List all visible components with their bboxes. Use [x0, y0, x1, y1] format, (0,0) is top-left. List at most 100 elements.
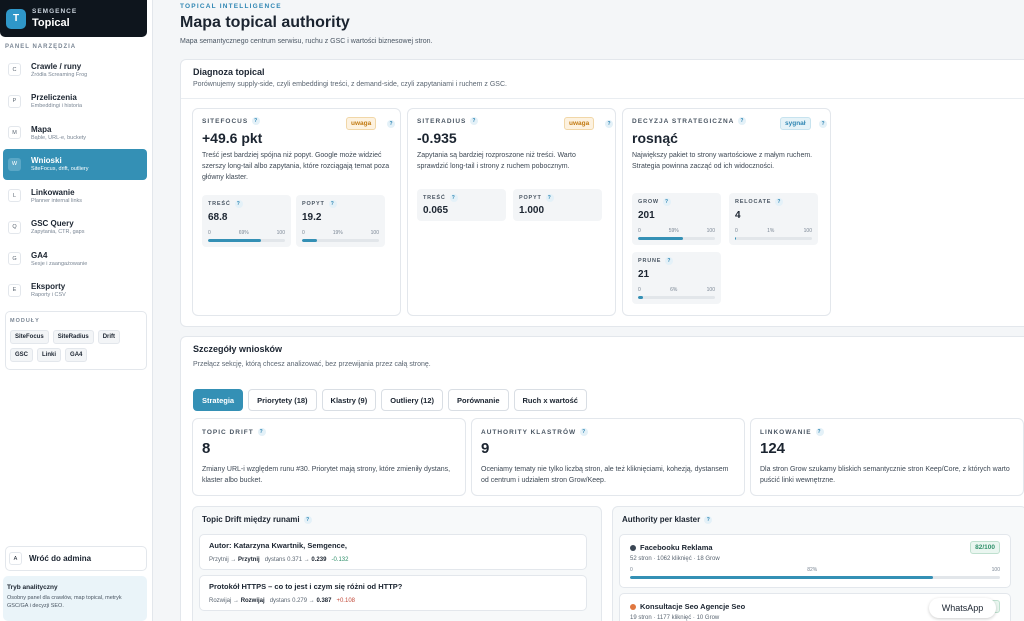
drift-row-meta: Rozwijaj → Rozwijaj dystans 0.279 → 0.38… — [209, 598, 355, 604]
progress-bar — [302, 239, 379, 242]
card-desc: Dla stron Grow szukamy bliskich semantyc… — [760, 466, 1010, 485]
drift-row[interactable]: Autor: Katarzyna Kwartnik, Semgence, Prz… — [199, 534, 587, 570]
sub-label: TREŚĆ? — [208, 200, 243, 208]
sidebar-item-desc: Zapytania, CTR, gaps — [31, 229, 85, 236]
sub-value: 1.000 — [519, 205, 545, 216]
tab-priorytety[interactable]: Priorytety (18) — [248, 389, 317, 411]
help-icon[interactable]: ? — [545, 194, 554, 202]
help-icon[interactable]: ? — [665, 257, 674, 265]
progress-fill — [302, 239, 317, 242]
help-icon[interactable]: ? — [470, 117, 479, 125]
modules-label: MODUŁY — [10, 318, 40, 324]
bar-scale: 0 19% 100 — [302, 230, 379, 236]
module-chip-linki[interactable]: Linki — [37, 348, 62, 362]
sub-metric-tresc: TREŚĆ? 68.8 0 69% 100 — [202, 195, 291, 247]
progress-fill — [638, 296, 643, 299]
modules-box: MODUŁY SiteFocus SiteRadius Drift GSC Li… — [5, 311, 147, 370]
help-icon[interactable]: ? — [605, 120, 613, 128]
eksporty-icon: E — [8, 283, 21, 297]
sub-label: POPYT? — [302, 200, 337, 208]
module-chip-drift[interactable]: Drift — [97, 330, 121, 344]
module-chip-ga4[interactable]: GA4 — [65, 348, 88, 362]
sidebar-item-przeliczenia[interactable]: P Przeliczenia Embeddingi i historia — [3, 86, 147, 118]
tab-strategia[interactable]: Strategia — [193, 389, 244, 411]
bar-scale: 0 82% 100 — [630, 567, 1000, 573]
card-label: AUTHORITY KLASTRÓW? — [481, 428, 589, 436]
sub-metric-popyt: POPYT? 19.2 0 19% 100 — [296, 195, 385, 247]
distance-to: 0.239 — [311, 557, 327, 563]
help-icon[interactable]: ? — [234, 200, 243, 208]
sub-value: 68.8 — [208, 212, 228, 223]
sidebar-item-linkowanie[interactable]: L Linkowanie Planner internal links — [3, 180, 147, 212]
scale-max: 100 — [370, 230, 379, 236]
drift-row-meta: Przyt­nij → Przytnij dystans 0.371 → 0.2… — [209, 557, 349, 563]
sub-metric-popyt: POPYT? 1.000 — [513, 189, 602, 221]
help-icon[interactable]: ? — [580, 428, 589, 436]
tab-ruch-wartosc[interactable]: Ruch x wartość — [513, 389, 587, 411]
module-chip-gsc[interactable]: GSC — [10, 348, 34, 362]
sub-value: 19.2 — [302, 212, 322, 223]
help-icon[interactable]: ? — [819, 120, 827, 128]
sidebar-item-desc: Embeddingi i historia — [31, 103, 83, 110]
sidebar-item-eksporty[interactable]: E Eksporty Raporty i CSV — [3, 275, 147, 307]
sidebar-item-label: Crawle / runy — [31, 61, 82, 71]
scale-min: 0 — [735, 228, 738, 234]
scale-min: 0 — [208, 230, 211, 236]
sidebar-item-crawle[interactable]: C Crawle / runy Źródła Screaming Frog — [3, 54, 147, 86]
cluster-row[interactable]: Facebooku Reklama 82/100 52 stron · 1062… — [619, 534, 1011, 588]
main-content: TOPICAL INTELLIGENCE Mapa topical author… — [153, 0, 1024, 621]
tab-porownanie[interactable]: Porównanie — [448, 389, 509, 411]
sidebar-item-label: Linkowanie — [31, 187, 75, 197]
sub-label: POPYT? — [519, 194, 554, 202]
scale-mid: 69% — [238, 230, 249, 236]
sidebar-item-gsc-query[interactable]: Q GSC Query Zapytania, CTR, gaps — [3, 212, 147, 244]
card-desc: Zmiany URL-i względem runu #30. Prioryte… — [202, 466, 451, 485]
section-title: Diagnoza topical — [193, 67, 265, 77]
scale-min: 0 — [638, 287, 641, 293]
card-value: 8 — [202, 440, 211, 457]
help-icon[interactable]: ? — [387, 120, 395, 128]
sub-metric-grow: GROW? 201 0 59% 100 — [632, 193, 721, 245]
module-chip-siteradius[interactable]: SiteRadius — [52, 330, 94, 344]
bar-scale: 0 69% 100 — [208, 230, 285, 236]
help-icon[interactable]: ? — [704, 515, 713, 524]
bar-scale: 0 59% 100 — [638, 228, 715, 234]
help-icon[interactable]: ? — [815, 428, 824, 436]
tab-outliery[interactable]: Outliery (12) — [381, 389, 443, 411]
sidebar-item-ga4[interactable]: G GA4 Sesje i zaangażowanie — [3, 243, 147, 275]
help-icon[interactable]: ? — [738, 117, 747, 125]
sidebar-item-label: Eksporty — [31, 282, 66, 292]
help-icon[interactable]: ? — [449, 194, 458, 202]
sidebar-item-label: Mapa — [31, 124, 52, 134]
brand-header[interactable]: T SEMGENCE Topical — [0, 0, 147, 37]
sub-value: 21 — [638, 269, 650, 280]
whatsapp-button[interactable]: WhatsApp — [929, 598, 996, 618]
progress-bar — [735, 237, 812, 240]
help-icon[interactable]: ? — [252, 117, 261, 125]
progress-fill — [630, 576, 934, 579]
module-chip-sitefocus[interactable]: SiteFocus — [10, 330, 49, 344]
sidebar-item-desc: Planner internal links — [31, 197, 83, 204]
help-icon[interactable]: ? — [257, 428, 266, 436]
sidebar-item-wnioski[interactable]: W Wnioski SiteFocus, drift, outliery — [3, 148, 147, 180]
tab-klastry[interactable]: Klastry (9) — [321, 389, 377, 411]
sub-value: 0.065 — [423, 205, 449, 216]
sub-label: RELOCATE? — [735, 198, 784, 206]
back-to-admin-button[interactable]: A Wróć do admina — [5, 546, 147, 571]
card-desc: Treść jest bardziej spójna niż popyt. Go… — [202, 152, 390, 181]
help-icon[interactable]: ? — [303, 515, 312, 524]
sidebar-item-mapa[interactable]: M Mapa Bąble, URL-e, buckety — [3, 117, 147, 149]
distance-from: 0.279 — [292, 598, 308, 604]
drift-row[interactable]: Protokół HTTPS – co to jest i czym się r… — [199, 575, 587, 611]
sidebar-item-label: GSC Query — [31, 219, 74, 229]
progress-bar — [638, 237, 715, 240]
brand-title: Topical — [32, 17, 70, 29]
help-icon[interactable]: ? — [775, 198, 784, 206]
progress-bar — [208, 239, 285, 242]
progress-bar — [638, 296, 715, 299]
cluster-dot-icon — [630, 604, 636, 610]
help-icon[interactable]: ? — [662, 198, 671, 206]
sidebar-nav: C Crawle / runy Źródła Screaming Frog P Prz… — [3, 54, 147, 306]
help-icon[interactable]: ? — [328, 200, 337, 208]
scale-mid: 59% — [668, 228, 679, 234]
